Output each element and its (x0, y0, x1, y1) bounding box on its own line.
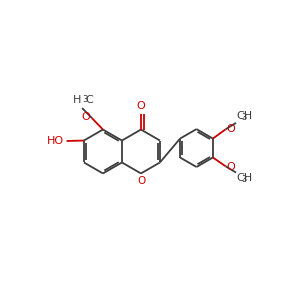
Text: O: O (82, 112, 91, 122)
Text: C: C (85, 95, 93, 105)
Text: 3: 3 (241, 175, 246, 184)
Text: 3: 3 (241, 113, 246, 122)
Text: CH: CH (237, 110, 253, 121)
Text: O: O (226, 162, 235, 172)
Text: HO: HO (47, 136, 64, 146)
Text: O: O (137, 176, 146, 186)
Text: 3: 3 (82, 95, 88, 104)
Text: CH: CH (237, 173, 253, 183)
Text: O: O (226, 124, 235, 134)
Text: O: O (136, 101, 145, 111)
Text: H: H (73, 95, 81, 105)
